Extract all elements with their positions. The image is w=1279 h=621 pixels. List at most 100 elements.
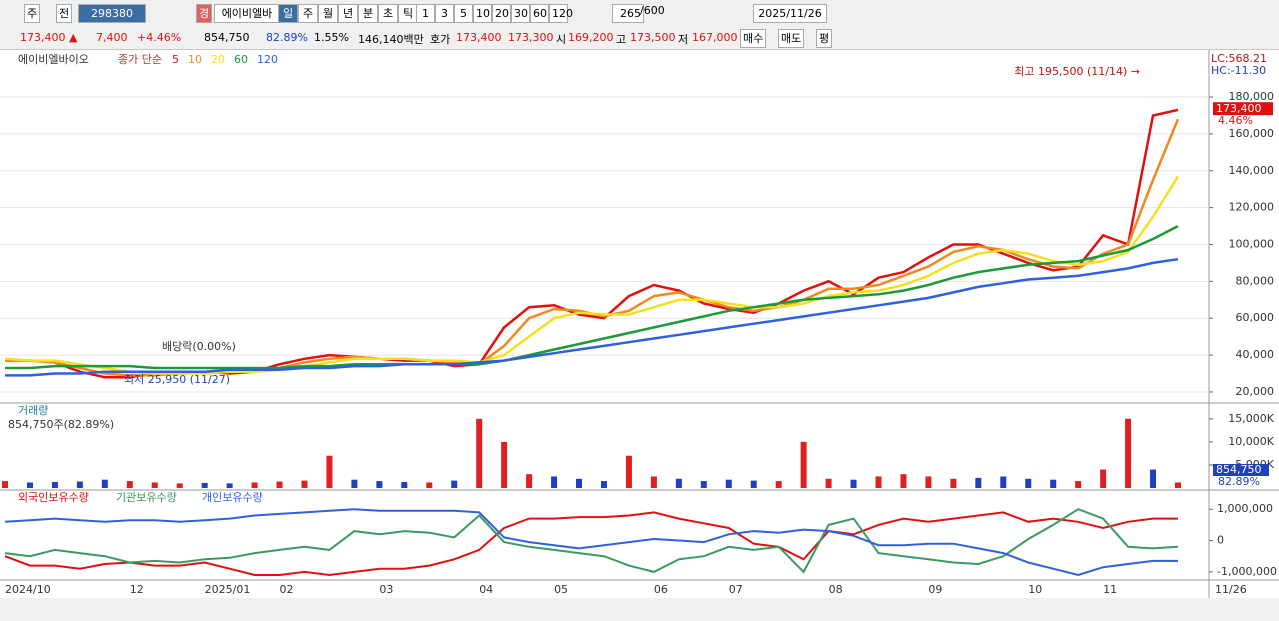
volume-bar: [301, 480, 308, 488]
volume-bar: [126, 481, 133, 488]
volume-bar: [476, 418, 483, 488]
toolbar-button[interactable]: 20: [492, 4, 511, 23]
lc-label: LC:568.21: [1211, 52, 1267, 65]
x-tick-label: 11: [1103, 583, 1117, 596]
volume-bar: [1075, 481, 1082, 488]
high: 173,500: [630, 31, 676, 44]
volume-bar: [251, 482, 258, 488]
y-tick-label: 60,000: [1236, 311, 1275, 324]
volume-bar: [101, 479, 108, 488]
avg-button[interactable]: 평: [816, 29, 833, 48]
buy-button[interactable]: 매수: [740, 29, 767, 48]
sell-button[interactable]: 매도: [778, 29, 805, 48]
x-tick-label: 03: [379, 583, 393, 596]
y-tick-label: 20,000: [1236, 385, 1275, 398]
volume-bar: [201, 482, 208, 488]
toolbar-button[interactable]: 5: [454, 4, 473, 23]
legend-entry: 5: [172, 53, 179, 66]
amount: 146,140백만: [358, 33, 424, 46]
hc-label: HC:-11.30: [1211, 64, 1266, 77]
toolbar-button[interactable]: 분: [358, 4, 378, 23]
toolbar-button[interactable]: 1: [416, 4, 435, 23]
dividend-note: 배당락(0.00%): [162, 340, 236, 353]
prev-button[interactable]: 전: [56, 4, 73, 23]
y-tick-label: 15,000K: [1228, 412, 1274, 425]
date-input[interactable]: 2025/11/26: [753, 4, 827, 23]
volume-bar: [576, 478, 583, 488]
volume-bar: [625, 455, 632, 488]
toolbar-button[interactable]: 10: [473, 4, 492, 23]
code-input[interactable]: 298380: [78, 4, 146, 23]
scrollbar[interactable]: [0, 598, 1279, 621]
legend-entry: 60: [234, 53, 248, 66]
series-line: [5, 257, 1179, 377]
y-tick-label: 80,000: [1236, 274, 1275, 287]
ratio-tag: 82.89%: [1218, 475, 1260, 488]
turnover: 1.55%: [314, 31, 349, 44]
volume-bar: [176, 483, 183, 488]
high-note: 최고 195,500 (11/14) →: [1014, 65, 1140, 78]
toolbar-button[interactable]: 월: [318, 4, 338, 23]
volume-bar: [1050, 479, 1057, 488]
count[interactable]: 265: [612, 4, 644, 23]
toolbar-button[interactable]: 초: [378, 4, 398, 23]
x-tick-label: 04: [479, 583, 493, 596]
count-max: /600: [640, 4, 665, 17]
low: 167,000: [692, 31, 738, 44]
stock-name: 에이비엘바이오: [18, 53, 89, 66]
y-tick-label: 10,000K: [1228, 435, 1274, 448]
volume-bar: [326, 455, 333, 488]
high-label: 고: [616, 33, 627, 46]
toolbar-button[interactable]: 년: [338, 4, 358, 23]
volume-bar: [376, 481, 383, 488]
legend-entry: 기관보유수량: [116, 491, 177, 504]
y-tick-label: 180,000: [1229, 90, 1275, 103]
x-tick-label: 12: [130, 583, 144, 596]
x-tick-label: 05: [554, 583, 568, 596]
background: [0, 50, 1279, 621]
legend-entry: 외국인보유수량: [18, 491, 89, 504]
volume-bar: [850, 479, 857, 488]
volume-tag-label: 854,750: [1216, 463, 1262, 476]
volume-bar: [401, 482, 408, 488]
toolbar-button[interactable]: 120: [549, 4, 573, 23]
toolbar-button[interactable]: 60: [530, 4, 549, 23]
stock-name[interactable]: 에이비엘바: [214, 4, 280, 23]
volume-bar: [276, 481, 283, 488]
volume-bar: [1000, 476, 1007, 488]
volume-bar: [2, 481, 8, 488]
toolbar-button[interactable]: 30: [511, 4, 530, 23]
series-line: [4, 508, 1179, 574]
price: 173,400 ▲: [20, 31, 78, 44]
ask: 173,400: [456, 31, 502, 44]
x-tick-label: 06: [654, 583, 668, 596]
low-note: 최저 25,950 (11/27): [124, 373, 230, 386]
change: 7,400: [96, 31, 128, 44]
legend-entry: 개인보유수량: [202, 491, 263, 504]
market[interactable]: 주: [24, 4, 41, 23]
volume-bar: [600, 481, 607, 488]
toolbar-button[interactable]: 3: [435, 4, 454, 23]
volume-bar: [800, 441, 807, 488]
x-tick-label: 10: [1028, 583, 1042, 596]
low-label: 저: [678, 33, 689, 46]
toolbar: 주 전 298380 경 에이비엘바 일 주 월 년 분 초 틱 1 3 5 10 20 30 60 120…: [0, 0, 1279, 29]
y-tick-label: 140,000: [1229, 164, 1275, 177]
volume-bar: [26, 482, 33, 488]
volume-bar: [675, 478, 682, 488]
legend-entry: 120: [257, 53, 278, 66]
toolbar-button[interactable]: 주: [298, 4, 318, 23]
volume-bar: [1150, 469, 1157, 488]
info-bar: 173,400 ▲ 7,400 +4.46% 854,750 82.89% 1.…: [0, 28, 1279, 50]
y-tick-label: 40,000: [1236, 348, 1275, 361]
quote-label: 호가: [430, 33, 451, 46]
x-tick-label: 2025/01: [205, 583, 251, 596]
chart: 20,000 40,000 60,000 80,000 100,000 120,000 14…: [0, 50, 1279, 621]
volume-bar: [875, 476, 882, 488]
y-tick-label: 160,000: [1229, 127, 1275, 140]
toolbar-button[interactable]: 틱: [398, 4, 418, 23]
volume-bar: [775, 481, 782, 488]
toolbar-button[interactable]: 일: [278, 4, 298, 23]
y-tick-label: 1,000,000: [1217, 502, 1273, 515]
